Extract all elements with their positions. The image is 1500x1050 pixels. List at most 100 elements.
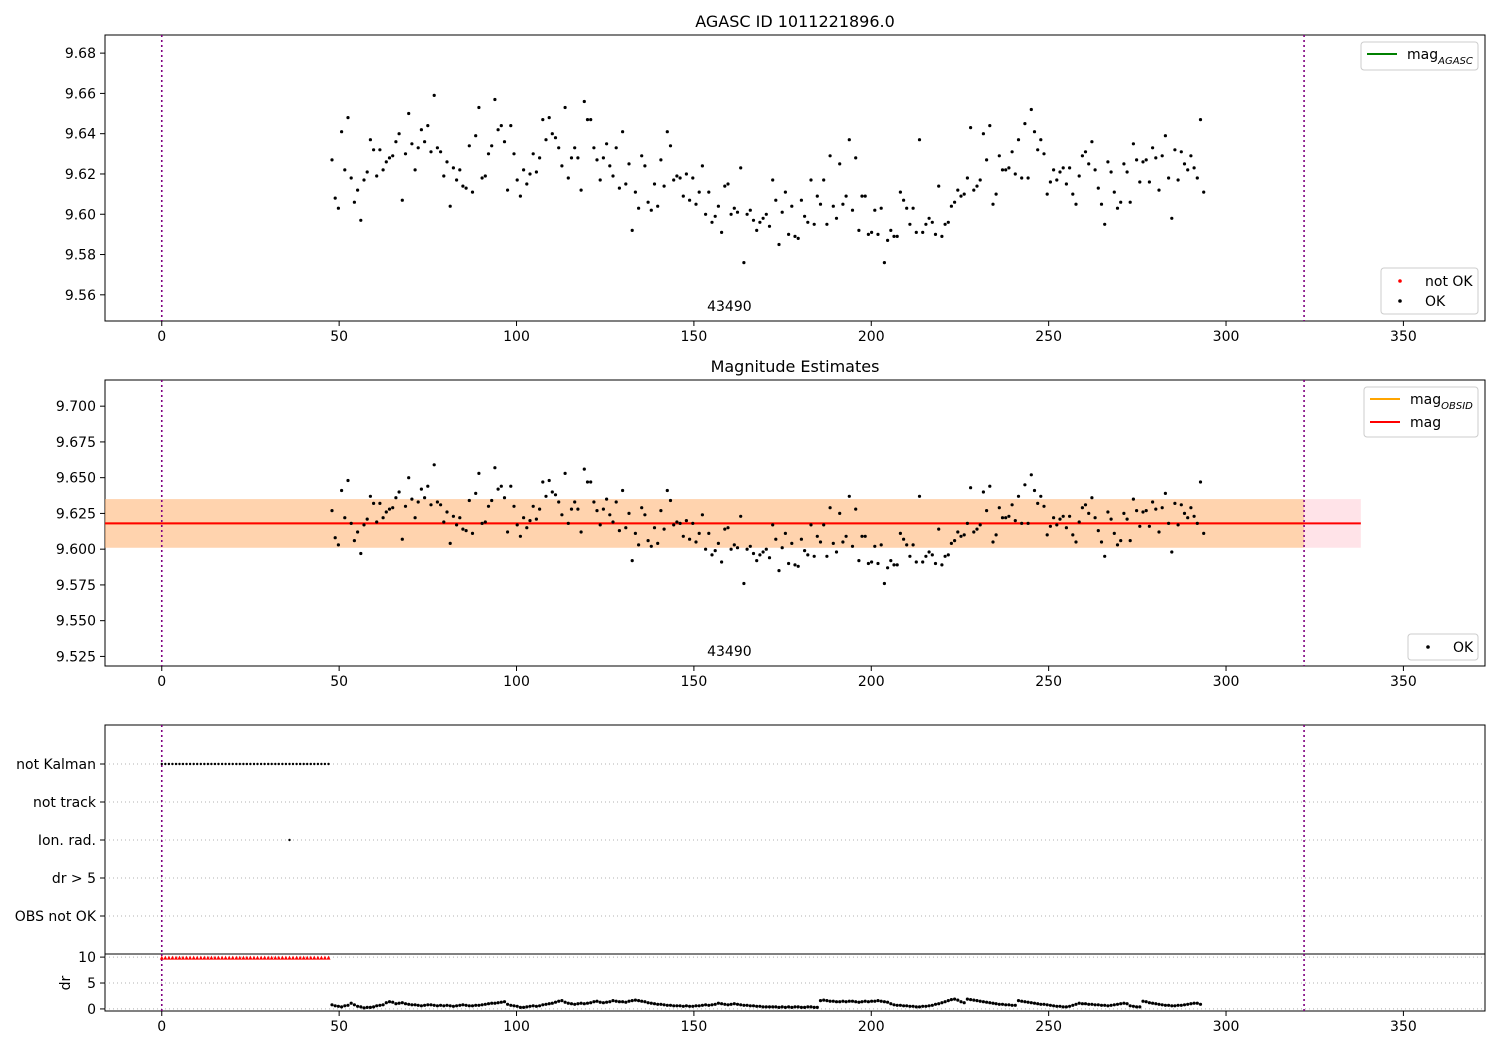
ok-point	[997, 154, 1001, 158]
ok-point	[627, 162, 631, 166]
ok-point	[538, 156, 542, 160]
ok-point	[704, 212, 708, 216]
ok-point	[490, 498, 494, 503]
flag-point	[174, 762, 178, 766]
ok-point	[413, 516, 417, 520]
ok-point	[697, 190, 701, 194]
ok-point	[1048, 180, 1052, 184]
dr-point	[748, 1004, 752, 1008]
ok-point	[352, 539, 356, 543]
dr-point	[675, 1004, 679, 1008]
dr-point	[400, 1001, 404, 1005]
flag-row-label: dr > 5	[52, 871, 96, 887]
ok-point	[815, 534, 819, 538]
ok-point	[943, 554, 947, 558]
dr-point	[672, 1004, 676, 1008]
ok-point	[630, 559, 634, 563]
ok-point	[889, 228, 893, 232]
ok-point	[700, 164, 705, 168]
ok-point	[723, 527, 727, 531]
ok-point	[739, 166, 743, 170]
ok-point	[426, 124, 430, 128]
ok-point	[1195, 176, 1199, 180]
dr-point	[573, 1002, 577, 1006]
dr-over-5-point	[241, 955, 246, 960]
dr-point	[767, 1005, 772, 1009]
ok-point	[898, 190, 903, 194]
ok-point	[499, 484, 503, 488]
ok-point	[1099, 202, 1104, 206]
ok-point	[429, 503, 433, 507]
dr-point	[841, 999, 845, 1003]
ok-point	[608, 164, 612, 168]
ok-point	[407, 476, 411, 480]
ok-point	[675, 174, 679, 178]
ok-point	[1112, 190, 1116, 194]
dr-point	[365, 1005, 369, 1010]
ok-point	[477, 471, 481, 475]
ok-point	[1144, 158, 1148, 162]
flag-point	[199, 762, 202, 766]
ok-point	[378, 501, 382, 505]
ok-point	[585, 118, 590, 122]
ok-point	[637, 206, 641, 210]
ok-point	[1080, 154, 1084, 158]
dr-point	[550, 1001, 554, 1005]
flag-point	[309, 762, 312, 766]
dr-over-5-point	[209, 955, 214, 960]
dr-over-5-point	[188, 955, 193, 960]
ok-point	[1013, 519, 1017, 523]
dr-point	[464, 1003, 468, 1007]
ok-point	[592, 146, 596, 150]
ok-point	[739, 514, 743, 518]
ok-point	[624, 182, 628, 186]
dr-point	[553, 1000, 558, 1004]
ok-point	[889, 559, 893, 563]
ok-point	[825, 554, 829, 558]
ok-point	[490, 144, 494, 148]
ok-point	[477, 105, 481, 110]
ok-point	[1182, 162, 1187, 166]
ok-point	[726, 526, 730, 530]
dr-point	[1160, 1003, 1164, 1007]
ok-point	[359, 551, 363, 556]
ok-point	[630, 228, 634, 232]
ok-point	[806, 553, 810, 557]
ok-point	[544, 138, 548, 142]
dr-point	[850, 999, 855, 1003]
dr-point	[585, 1001, 590, 1005]
ok-point	[394, 496, 398, 500]
dr-point	[528, 1004, 532, 1008]
ok-point	[649, 544, 653, 548]
flag-point	[235, 762, 238, 766]
dr-point	[333, 1004, 337, 1008]
ok-point	[1000, 516, 1005, 520]
ok-point	[1090, 496, 1094, 500]
ok-point	[506, 530, 510, 534]
dr-point	[997, 1002, 1001, 1006]
ok-point	[975, 184, 979, 188]
ok-point	[917, 494, 922, 498]
dr-point	[735, 1002, 740, 1006]
ok-point	[780, 210, 784, 214]
ok-point	[1138, 524, 1142, 528]
flag-point	[213, 762, 217, 766]
ok-point	[1026, 521, 1030, 526]
ok-point	[850, 208, 855, 212]
flag-point	[267, 762, 270, 766]
dr-point	[962, 1001, 966, 1005]
ok-point	[879, 206, 883, 210]
legend-mag-agasc	[1360, 41, 1479, 71]
ok-point	[831, 204, 835, 208]
ok-point	[652, 182, 657, 186]
dr-point	[943, 1000, 947, 1004]
dr-point	[544, 1002, 548, 1006]
ok-point	[866, 561, 871, 566]
ok-point	[831, 541, 835, 546]
ok-point	[522, 516, 526, 520]
dr-point	[949, 998, 954, 1002]
dr-point	[834, 1000, 839, 1004]
flag-point	[288, 838, 291, 842]
dr-point	[490, 1001, 494, 1005]
ok-point	[502, 140, 507, 144]
